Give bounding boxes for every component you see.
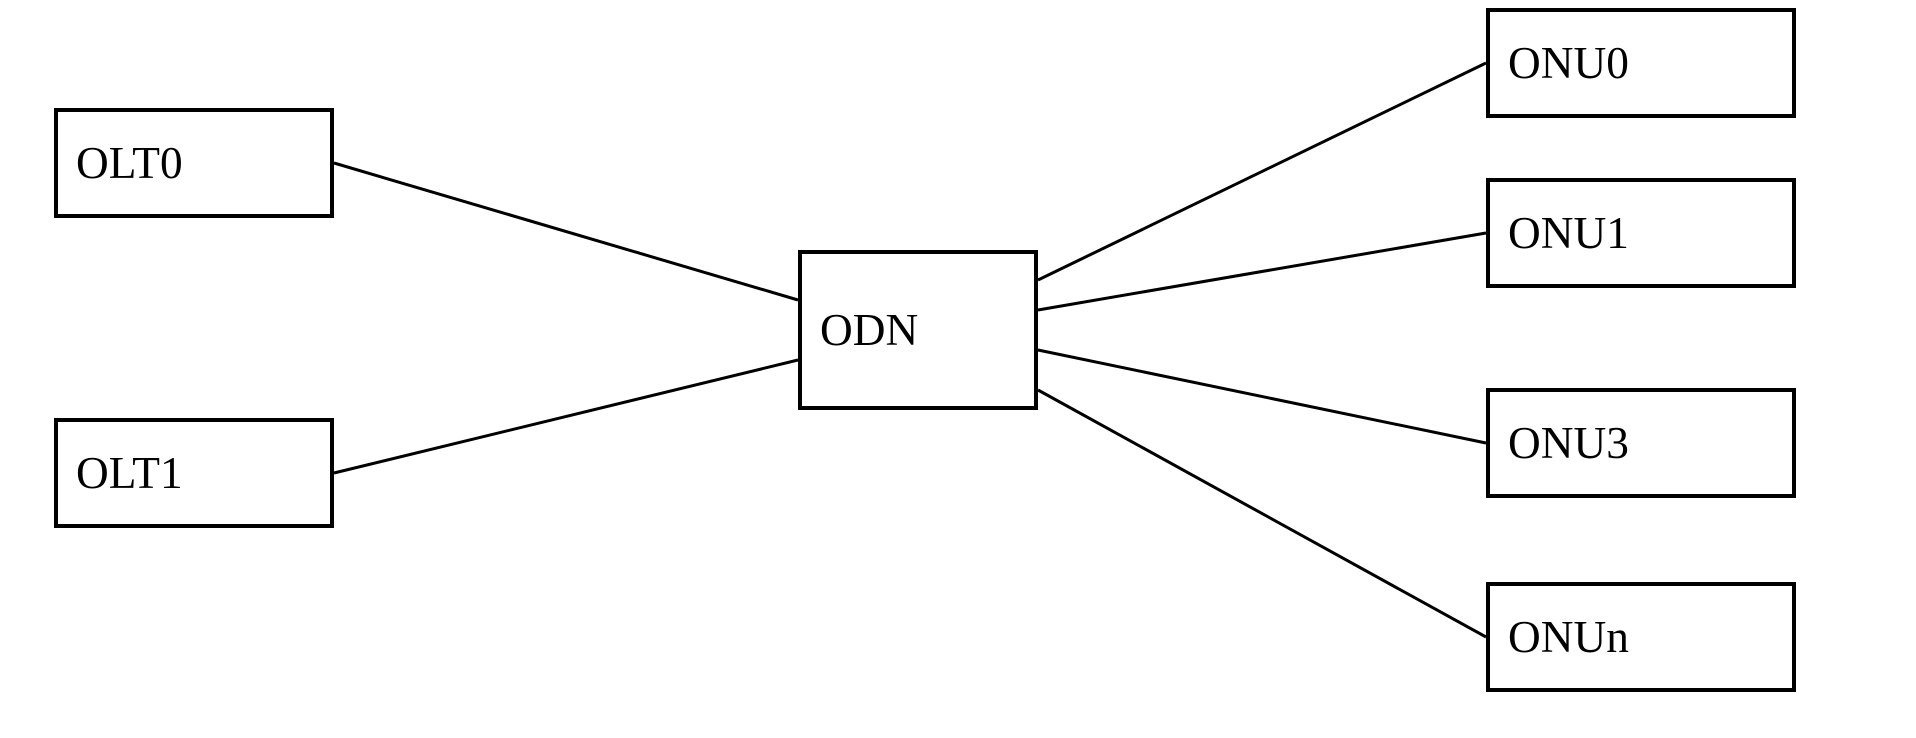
node-label: ONU3 bbox=[1508, 417, 1629, 469]
node-olt0: OLT0 bbox=[54, 108, 334, 218]
node-label: OLT0 bbox=[76, 137, 183, 189]
node-onun: ONUn bbox=[1486, 582, 1796, 692]
node-onu0: ONU0 bbox=[1486, 8, 1796, 118]
edge bbox=[1038, 350, 1486, 443]
node-olt1: OLT1 bbox=[54, 418, 334, 528]
node-label: ONUn bbox=[1508, 611, 1629, 663]
node-label: ODN bbox=[820, 304, 918, 356]
node-label: ONU1 bbox=[1508, 207, 1629, 259]
node-onu1: ONU1 bbox=[1486, 178, 1796, 288]
node-onu3: ONU3 bbox=[1486, 388, 1796, 498]
edge bbox=[1038, 390, 1486, 637]
edge bbox=[1038, 63, 1486, 280]
node-odn: ODN bbox=[798, 250, 1038, 410]
diagram-canvas: OLT0 OLT1 ODN ONU0 ONU1 ONU3 ONUn bbox=[0, 0, 1916, 738]
node-label: ONU0 bbox=[1508, 37, 1629, 89]
edge bbox=[334, 360, 798, 473]
edge bbox=[1038, 233, 1486, 310]
node-label: OLT1 bbox=[76, 447, 183, 499]
edge bbox=[334, 163, 798, 300]
